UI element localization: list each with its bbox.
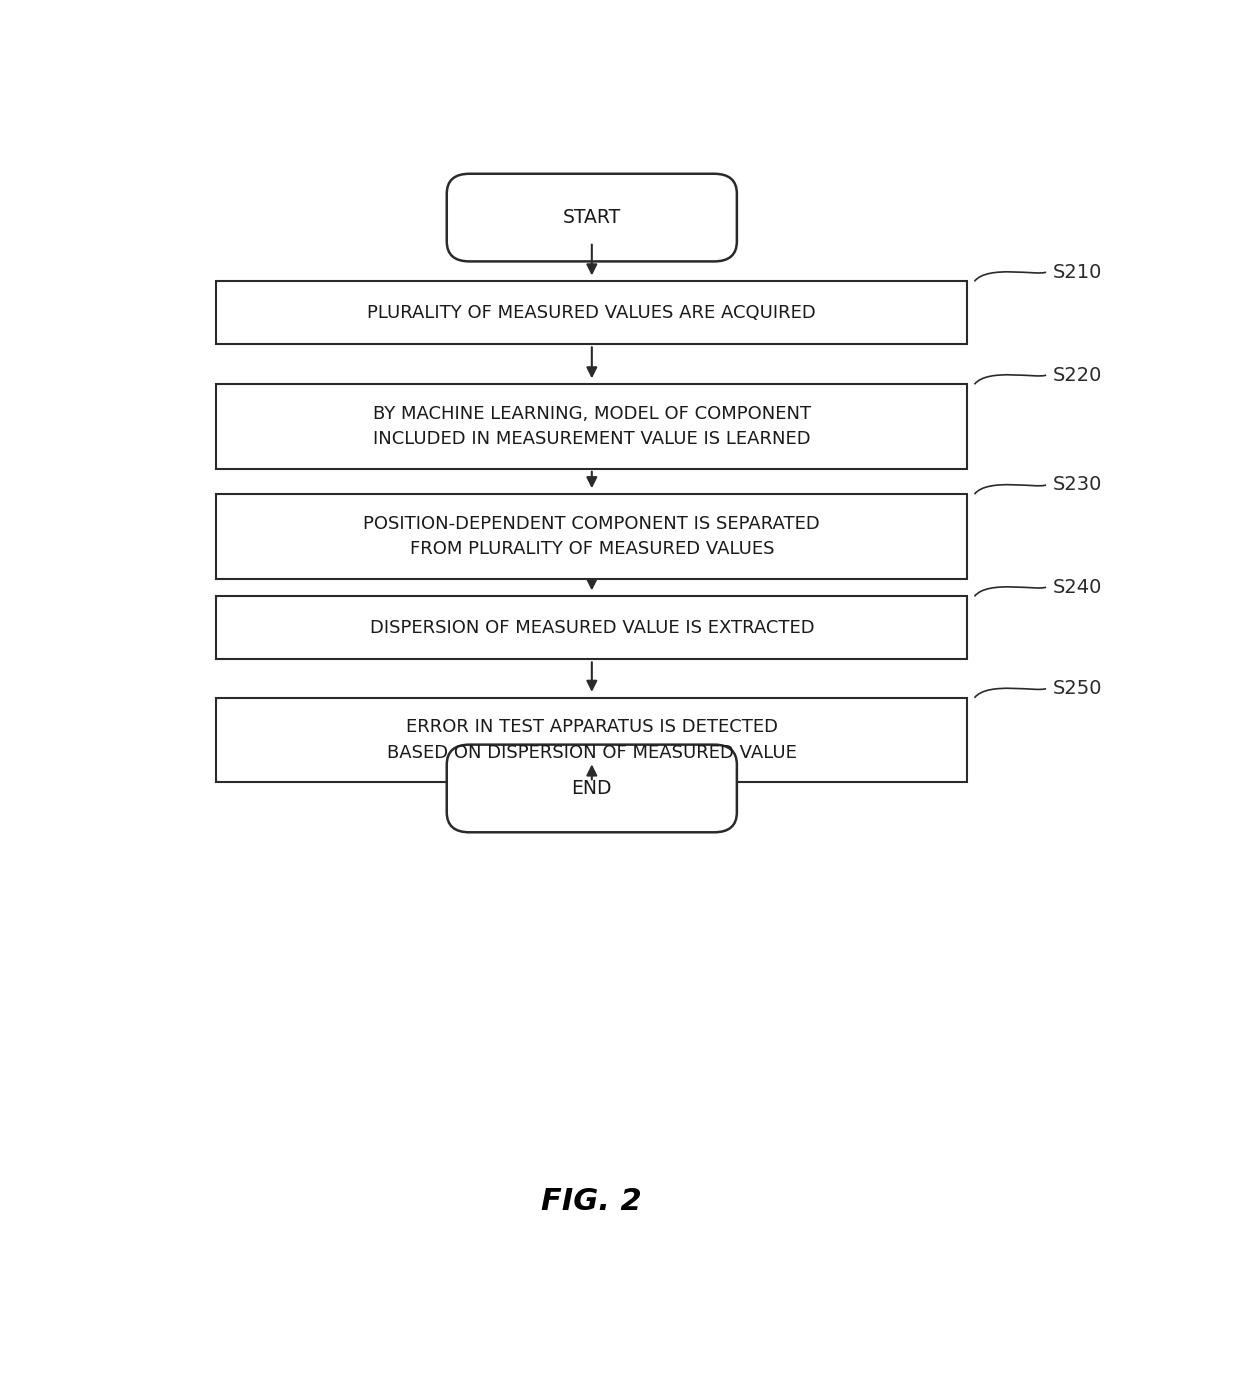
Bar [216,384,967,469]
Text: S230: S230 [1053,475,1102,495]
Text: PLURALITY OF MEASURED VALUES ARE ACQUIRED: PLURALITY OF MEASURED VALUES ARE ACQUIRE… [367,305,816,321]
FancyBboxPatch shape [446,745,737,833]
Text: S240: S240 [1053,577,1102,597]
Text: FIG. 2: FIG. 2 [542,1186,642,1215]
FancyBboxPatch shape [446,173,737,261]
Bar [216,698,967,782]
Text: ERROR IN TEST APPARATUS IS DETECTED
BASED ON DISPERSION OF MEASURED VALUE: ERROR IN TEST APPARATUS IS DETECTED BASE… [387,718,797,761]
Bar [216,597,967,659]
Text: S250: S250 [1053,679,1102,698]
Text: START: START [563,208,621,228]
Bar [216,495,967,578]
Bar [216,281,967,345]
Text: S220: S220 [1053,366,1102,384]
Text: DISPERSION OF MEASURED VALUE IS EXTRACTED: DISPERSION OF MEASURED VALUE IS EXTRACTE… [370,619,815,637]
Text: S210: S210 [1053,263,1102,282]
Text: BY MACHINE LEARNING, MODEL OF COMPONENT
INCLUDED IN MEASUREMENT VALUE IS LEARNED: BY MACHINE LEARNING, MODEL OF COMPONENT … [373,405,811,448]
Text: POSITION-DEPENDENT COMPONENT IS SEPARATED
FROM PLURALITY OF MEASURED VALUES: POSITION-DEPENDENT COMPONENT IS SEPARATE… [363,514,820,559]
Text: END: END [572,780,613,798]
